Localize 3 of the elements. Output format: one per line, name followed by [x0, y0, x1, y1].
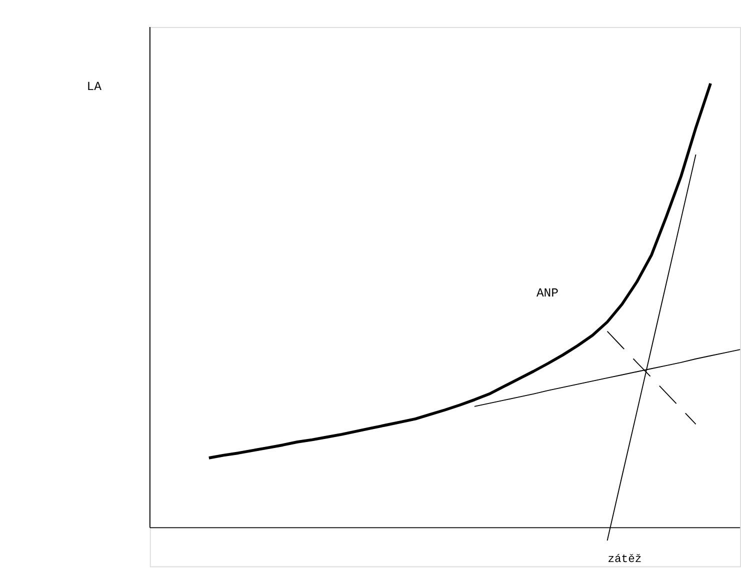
- x-axis-title: zátěž: [608, 553, 642, 566]
- text: LA: [86, 80, 102, 94]
- annotation: ANP: [536, 286, 559, 301]
